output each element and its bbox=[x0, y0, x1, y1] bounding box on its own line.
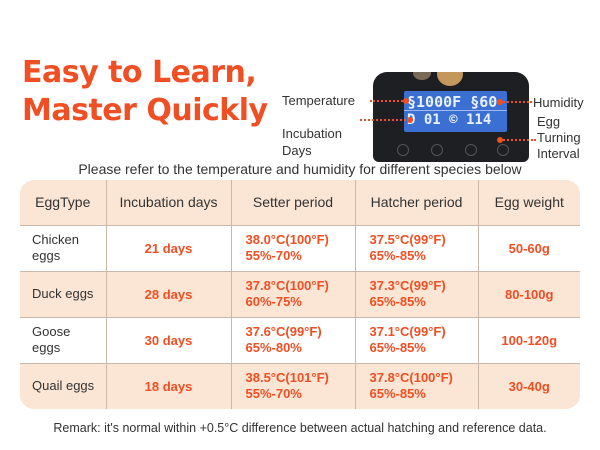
header-incubation-days: Incubation days bbox=[105, 180, 232, 226]
headline: Easy to Learn, Master Quickly bbox=[22, 54, 268, 130]
table-row: Quail eggs 18 days 38.5°C(101°F) 55%-70%… bbox=[20, 362, 580, 409]
table-row: Chicken eggs 21 days 38.0°C(100°F) 55%-7… bbox=[20, 224, 580, 272]
hatcher-temperature: 37.5°C(99°F) bbox=[369, 232, 446, 247]
cell-incubation-days: 30 days bbox=[105, 316, 232, 364]
egg-type-line1: Duck eggs bbox=[32, 286, 94, 301]
incubator-display-image: §1000F §60 D 01 © 114 bbox=[373, 72, 529, 162]
device-knob bbox=[413, 72, 431, 80]
egg-type-line2: eggs bbox=[32, 248, 61, 263]
header-egg-weight: Egg weight bbox=[477, 180, 580, 226]
cell-egg-type: Goose eggs bbox=[20, 316, 107, 364]
lcd-row-temperature-humidity: §1000F §60 bbox=[407, 93, 498, 111]
callout-temperature: Temperature bbox=[282, 93, 355, 108]
cell-egg-weight: 100-120g bbox=[477, 316, 580, 364]
hatcher-humidity: 65%-85% bbox=[369, 340, 426, 355]
table-header-row: EggType Incubation days Setter period Ha… bbox=[20, 180, 580, 226]
callout-egg-turning-line1: Egg bbox=[537, 114, 561, 129]
hatcher-humidity: 65%-85% bbox=[369, 248, 426, 263]
callout-incubation-days-line1: Incubation bbox=[282, 126, 342, 141]
table-caption: Please refer to the temperature and humi… bbox=[78, 161, 522, 177]
table-row: Duck eggs 28 days 37.8°C(100°F) 60%-75% … bbox=[20, 270, 580, 318]
setter-temperature: 38.0°C(100°F) bbox=[245, 232, 329, 247]
device-buttons bbox=[391, 144, 511, 158]
egg-type-line1: Quail eggs bbox=[32, 378, 95, 394]
device-button bbox=[431, 144, 443, 156]
callout-humidity: Humidity bbox=[533, 95, 584, 110]
lcd-row-days-turning: D 01 © 114 bbox=[407, 112, 492, 128]
egg-type-line1: Chicken bbox=[32, 232, 79, 247]
callout-incubation-days-line2: Days bbox=[282, 143, 312, 158]
cell-egg-weight: 30-40g bbox=[477, 362, 580, 409]
cell-hatcher-period: 37.5°C(99°F) 65%-85% bbox=[354, 224, 479, 272]
header-hatcher-period: Hatcher period bbox=[354, 180, 479, 226]
headline-line-2: Master Quickly bbox=[22, 93, 268, 128]
setter-temperature: 37.6°C(99°F) bbox=[245, 324, 322, 339]
callout-dot-incubation bbox=[407, 117, 413, 123]
callout-dot-humidity bbox=[497, 99, 503, 105]
callout-egg-turning-line3: Interval bbox=[537, 146, 580, 161]
cell-setter-period: 37.8°C(100°F) 60%-75% bbox=[230, 270, 356, 318]
cell-incubation-days: 28 days bbox=[105, 270, 232, 318]
setter-humidity: 60%-75% bbox=[245, 294, 302, 309]
egg-type-line1: Goose bbox=[32, 324, 71, 339]
setter-temperature: 37.8°C(100°F) bbox=[245, 278, 329, 293]
table-row: Goose eggs 30 days 37.6°C(99°F) 65%-80% … bbox=[20, 316, 580, 364]
device-button bbox=[397, 144, 409, 156]
lcd-screen: §1000F §60 D 01 © 114 bbox=[404, 91, 507, 132]
cell-setter-period: 37.6°C(99°F) 65%-80% bbox=[230, 316, 356, 364]
setter-humidity: 65%-80% bbox=[245, 340, 302, 355]
cell-incubation-days: 18 days bbox=[105, 362, 232, 409]
headline-line-1: Easy to Learn, bbox=[22, 55, 257, 90]
hatcher-temperature: 37.3°C(99°F) bbox=[369, 278, 446, 293]
setter-temperature: 38.5°C(101°F) bbox=[245, 370, 329, 386]
hatcher-temperature: 37.1°C(99°F) bbox=[369, 324, 446, 339]
cell-hatcher-period: 37.3°C(99°F) 65%-85% bbox=[354, 270, 479, 318]
setter-humidity: 55%-70% bbox=[245, 386, 302, 402]
lcd-divider bbox=[404, 110, 507, 111]
callout-egg-turning-interval: Egg Turning Interval bbox=[537, 114, 581, 162]
cell-egg-weight: 50-60g bbox=[477, 224, 580, 272]
cell-incubation-days: 21 days bbox=[105, 224, 232, 272]
remark-note: Remark: it's normal within +0.5°C differ… bbox=[53, 421, 547, 435]
cell-setter-period: 38.0°C(100°F) 55%-70% bbox=[230, 224, 356, 272]
callout-incubation-days: Incubation Days bbox=[282, 125, 342, 159]
callout-dot-egg-turning bbox=[497, 137, 503, 143]
hatcher-humidity: 65%-85% bbox=[369, 386, 426, 402]
hatcher-humidity: 65%-85% bbox=[369, 294, 426, 309]
callout-line-egg-turning bbox=[500, 139, 536, 141]
cell-hatcher-period: 37.1°C(99°F) 65%-85% bbox=[354, 316, 479, 364]
cell-hatcher-period: 37.8°C(100°F) 65%-85% bbox=[354, 362, 479, 409]
incubation-reference-table: EggType Incubation days Setter period Ha… bbox=[20, 180, 580, 409]
device-button bbox=[465, 144, 477, 156]
header-egg-type: EggType bbox=[20, 180, 107, 226]
setter-humidity: 55%-70% bbox=[245, 248, 302, 263]
cell-setter-period: 38.5°C(101°F) 55%-70% bbox=[230, 362, 356, 409]
cell-egg-type: Duck eggs bbox=[20, 270, 107, 318]
callout-line-incubation-h bbox=[360, 119, 410, 121]
callout-line-temperature bbox=[370, 100, 406, 102]
callout-line-humidity bbox=[500, 101, 532, 103]
callout-egg-turning-line2: Turning bbox=[537, 130, 581, 145]
hatcher-temperature: 37.8°C(100°F) bbox=[369, 370, 453, 386]
device-knob-main bbox=[437, 72, 463, 86]
header-setter-period: Setter period bbox=[230, 180, 356, 226]
cell-egg-type: Quail eggs bbox=[20, 362, 107, 409]
cell-egg-weight: 80-100g bbox=[477, 270, 580, 318]
egg-type-line2: eggs bbox=[32, 340, 61, 355]
device-button bbox=[497, 144, 509, 156]
callout-dot-temperature bbox=[403, 98, 409, 104]
cell-egg-type: Chicken eggs bbox=[20, 224, 107, 272]
